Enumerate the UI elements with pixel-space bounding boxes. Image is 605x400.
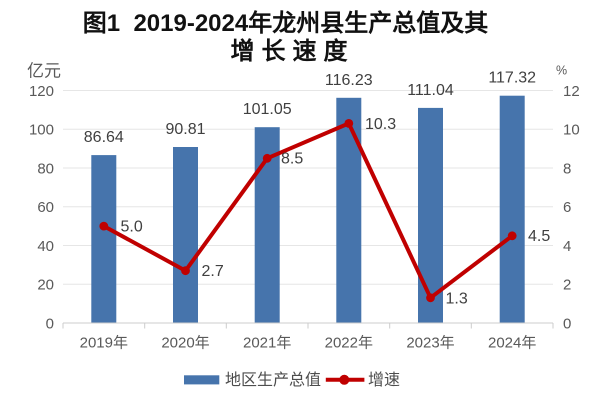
svg-text:%: %: [556, 64, 567, 78]
svg-text:2: 2: [563, 277, 571, 294]
svg-text:2020年: 2020年: [161, 335, 209, 352]
svg-text:6: 6: [563, 199, 571, 216]
svg-text:0: 0: [563, 315, 571, 332]
svg-text:图1 2019-2024年龙州县生产总值及其: 图1 2019-2024年龙州县生产总值及其: [83, 9, 488, 37]
svg-text:101.05: 101.05: [243, 101, 292, 118]
svg-text:80: 80: [37, 160, 54, 177]
svg-text:116.23: 116.23: [325, 72, 373, 89]
svg-text:2024年: 2024年: [488, 335, 536, 352]
svg-text:86.64: 86.64: [84, 129, 124, 146]
svg-text:60: 60: [37, 199, 54, 216]
svg-text:10: 10: [563, 122, 580, 139]
svg-text:120: 120: [29, 83, 54, 100]
svg-text:增速: 增速: [368, 371, 400, 389]
svg-text:5.0: 5.0: [121, 219, 143, 236]
svg-text:1.3: 1.3: [446, 290, 468, 307]
svg-text:20: 20: [37, 277, 54, 294]
svg-text:100: 100: [29, 122, 54, 139]
svg-text:12: 12: [563, 83, 580, 100]
svg-text:4: 4: [563, 238, 571, 255]
svg-text:2022年: 2022年: [325, 335, 373, 352]
svg-text:0: 0: [46, 315, 54, 332]
svg-text:10.3: 10.3: [365, 116, 396, 133]
svg-text:8: 8: [563, 160, 571, 177]
svg-text:111.04: 111.04: [407, 82, 454, 99]
svg-text:亿元: 亿元: [27, 62, 61, 81]
svg-text:4.5: 4.5: [528, 228, 550, 245]
svg-text:2021年: 2021年: [243, 335, 291, 352]
svg-text:增长速度: 增长速度: [231, 37, 355, 65]
svg-text:2.7: 2.7: [202, 263, 224, 280]
svg-text:40: 40: [37, 238, 54, 255]
svg-text:117.32: 117.32: [488, 70, 536, 87]
svg-text:2019年: 2019年: [80, 335, 128, 352]
svg-text:90.81: 90.81: [165, 121, 205, 138]
svg-text:2023年: 2023年: [406, 335, 454, 352]
svg-text:8.5: 8.5: [281, 151, 303, 168]
svg-text:地区生产总值: 地区生产总值: [225, 371, 321, 389]
